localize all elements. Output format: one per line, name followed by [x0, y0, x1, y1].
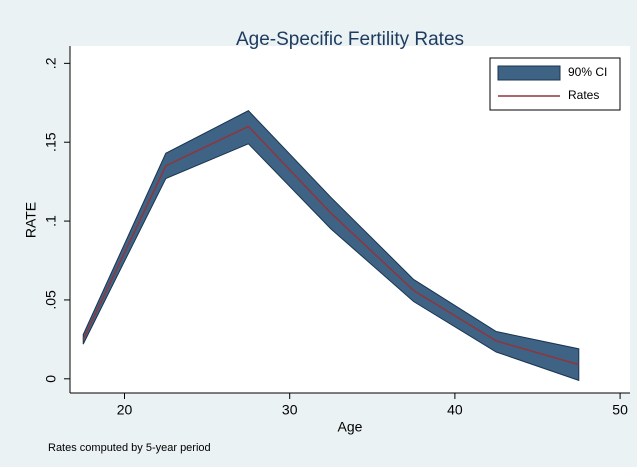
legend-swatch	[497, 65, 561, 81]
y-tick-label: 0	[43, 375, 59, 383]
chart-title: Age-Specific Fertility Rates	[236, 29, 464, 50]
legend-label: 90% CI	[568, 65, 607, 79]
legend-label: Rates	[568, 88, 599, 102]
note: Rates computed by 5-year period	[48, 442, 211, 454]
y-tick-label: .05	[43, 290, 59, 310]
x-tick-label: 50	[612, 402, 628, 418]
x-tick-label: 30	[282, 402, 298, 418]
ci-band	[82, 110, 580, 382]
x-tick-label: 20	[117, 402, 133, 418]
y-tick-label: .15	[43, 132, 59, 152]
y-tick-label: .1	[43, 215, 59, 227]
y-axis-label: RATE	[23, 202, 39, 238]
y-tick-label: .2	[43, 57, 59, 69]
rate-line	[82, 125, 579, 366]
x-tick-label: 40	[447, 402, 463, 418]
x-axis-label: Age	[338, 419, 363, 435]
